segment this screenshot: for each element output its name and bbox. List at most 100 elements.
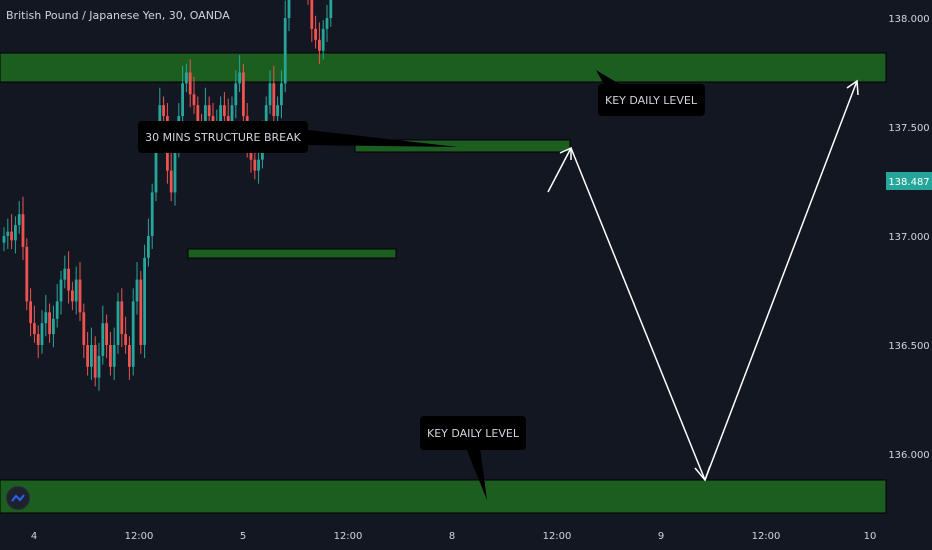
- mid-support-zone: [187, 248, 397, 259]
- candle-body: [97, 355, 101, 378]
- candle-body: [257, 159, 260, 171]
- candle-body: [135, 279, 139, 302]
- candle-body: [185, 72, 188, 84]
- candle-body: [188, 72, 192, 95]
- candle-body: [162, 105, 165, 117]
- candle-body: [86, 345, 89, 367]
- callout-label: 30 MINS STRUCTURE BREAK: [145, 131, 302, 144]
- x-tick-label: 12:00: [752, 531, 781, 542]
- callout-structure-break: 30 MINS STRUCTURE BREAK: [138, 121, 458, 153]
- callout-pointer: [466, 448, 487, 500]
- candle-body: [101, 323, 105, 356]
- candle-body: [173, 148, 177, 193]
- callout-box: [138, 121, 308, 153]
- y-tick-label: 136.000: [888, 450, 929, 461]
- candle-body: [223, 105, 226, 117]
- callout-box: [420, 416, 526, 450]
- candle-body: [219, 105, 222, 127]
- candle-body: [55, 301, 59, 319]
- candle-body: [207, 105, 211, 117]
- candle-body: [93, 345, 97, 378]
- candle-body: [17, 214, 21, 226]
- symbol-title: British Pound / Japanese Yen, 30, OANDA: [6, 9, 230, 22]
- candle-body: [10, 231, 13, 241]
- candle-body: [238, 72, 241, 84]
- candle-body: [196, 105, 200, 127]
- candle-body: [253, 159, 257, 171]
- projection-up-short: [547, 147, 572, 193]
- candle-body: [6, 231, 10, 236]
- candle-body: [154, 137, 158, 193]
- candle-body: [82, 312, 86, 345]
- candle-body: [124, 334, 127, 345]
- last-price-tag: 138.487: [886, 172, 932, 190]
- time-axis[interactable]: 4 12:00 5 12:00 8 12:00 9 12:00 10: [31, 531, 877, 542]
- candle-body: [287, 0, 291, 18]
- projection-arrows: [547, 79, 859, 482]
- candle-body: [249, 148, 253, 160]
- callout-pointer: [596, 70, 626, 88]
- x-tick-label: 8: [449, 531, 455, 542]
- callout-key-level-top: KEY DAILY LEVEL: [596, 70, 705, 116]
- candle-body: [120, 301, 124, 335]
- candle-body: [318, 39, 321, 51]
- candle-body: [59, 279, 63, 302]
- candle-body: [268, 83, 272, 106]
- candle-body: [169, 170, 173, 193]
- candle-body: [310, 0, 314, 29]
- candle-body: [116, 301, 120, 345]
- candle-body: [242, 72, 245, 117]
- price-tag-label: 138.487: [888, 177, 929, 188]
- candle-body: [63, 268, 67, 280]
- callout-label: KEY DAILY LEVEL: [427, 427, 520, 440]
- zones-layer: [0, 52, 887, 514]
- callout-label: KEY DAILY LEVEL: [605, 94, 698, 107]
- price-axis[interactable]: 140.000139.500139.000138.500138.000137.5…: [888, 0, 929, 550]
- x-tick-label: 9: [658, 531, 664, 542]
- candle-body: [48, 312, 51, 335]
- x-tick-label: 12:00: [543, 531, 572, 542]
- candle-body: [150, 192, 154, 236]
- candle-body: [131, 301, 135, 367]
- candle-body: [192, 94, 196, 106]
- candle-body: [329, 0, 333, 18]
- y-tick-label: 138.000: [888, 14, 929, 25]
- callout-box: [598, 84, 705, 116]
- candle-body: [109, 345, 112, 367]
- candle-body: [40, 323, 44, 345]
- candle-body: [78, 279, 82, 313]
- candle-body: [44, 312, 48, 324]
- x-tick-label: 12:00: [125, 531, 154, 542]
- logo-icon: [11, 494, 25, 502]
- projection-down: [570, 147, 706, 481]
- candle-body: [36, 334, 40, 345]
- candle-body: [14, 225, 17, 241]
- y-tick-label: 137.500: [888, 123, 929, 134]
- x-tick-label: 12:00: [334, 531, 363, 542]
- candle-body: [280, 83, 283, 106]
- candle-body: [321, 28, 325, 51]
- candle-body: [71, 290, 74, 302]
- candle-body: [2, 236, 6, 243]
- candle-body: [272, 83, 276, 117]
- x-tick-label: 5: [240, 531, 246, 542]
- candle-body: [314, 28, 317, 40]
- price-tag-bg: [886, 172, 932, 190]
- candle-body: [139, 279, 143, 345]
- candle-body: [234, 83, 238, 106]
- y-tick-label: 136.500: [888, 341, 929, 352]
- tradingview-logo[interactable]: [6, 486, 30, 510]
- arrowhead-up-long: [846, 79, 859, 96]
- candle-body: [325, 18, 329, 29]
- x-tick-label: 4: [31, 531, 37, 542]
- candle-body: [52, 318, 55, 335]
- candle-body: [283, 18, 287, 84]
- callout-key-level-bottom: KEY DAILY LEVEL: [420, 416, 526, 500]
- key-daily-level-zone-bottom: [0, 479, 887, 514]
- candle-body: [21, 214, 25, 247]
- candle-body: [128, 345, 131, 367]
- y-tick-label: 137.000: [888, 232, 929, 243]
- candle-body: [181, 83, 184, 117]
- candle-body: [276, 105, 279, 117]
